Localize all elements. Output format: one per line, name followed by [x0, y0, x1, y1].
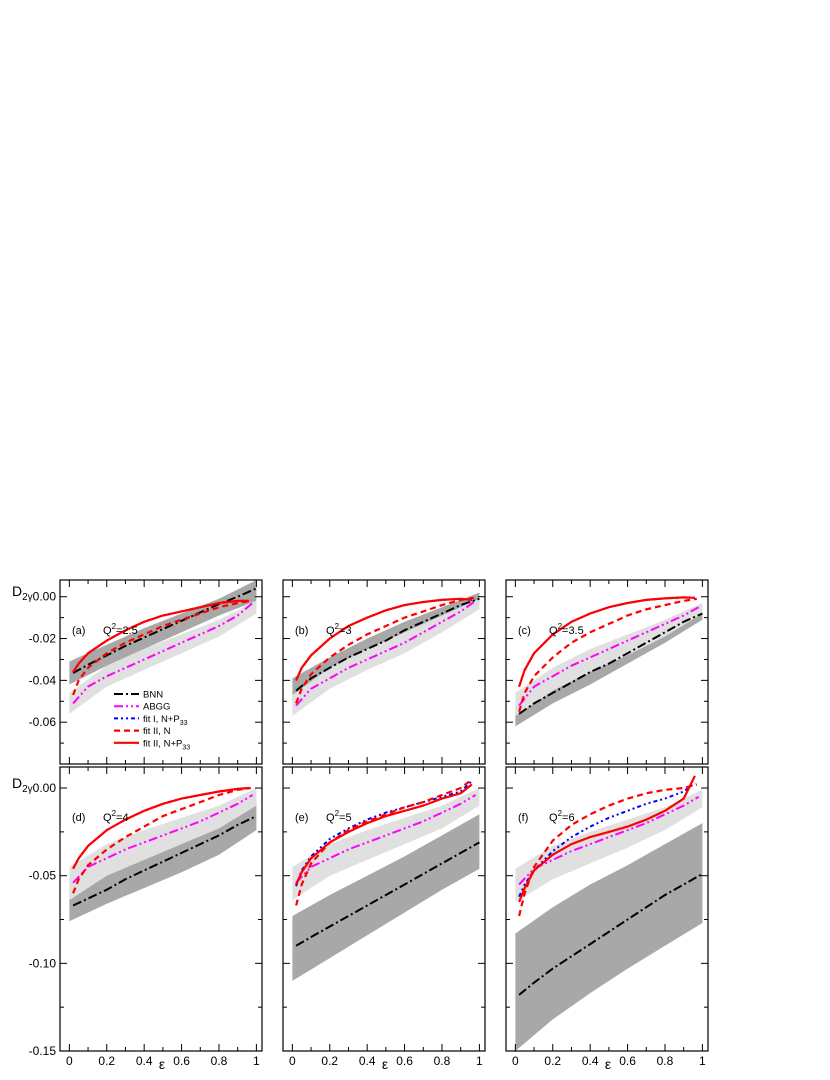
x-tick-label: 0	[66, 1054, 73, 1068]
series-line-bnn	[295, 841, 480, 947]
plot-area	[69, 786, 257, 922]
x-tick-label: 1	[699, 1054, 706, 1068]
x-tick-label: 0	[512, 1054, 519, 1068]
q2-label: Q2=4	[103, 809, 129, 824]
panel-frame	[59, 766, 263, 1052]
panel-frame	[282, 766, 486, 1052]
x-tick-label: 0.8	[657, 1054, 674, 1068]
x-tick-label: 0.4	[582, 1054, 599, 1068]
x-tick-label: 0.2	[98, 1054, 115, 1068]
series-line-fitiin	[295, 780, 471, 906]
y-tick-label: -0.05	[29, 869, 57, 883]
series-line-fitiin	[295, 596, 474, 704]
abgg-uncertainty-band	[292, 788, 480, 901]
abgg-uncertainty-band	[515, 603, 703, 716]
panel-frame	[282, 579, 486, 765]
series-line-abgg	[72, 794, 254, 884]
x-tick-label: 0.4	[136, 1054, 153, 1068]
plot-area	[292, 780, 480, 981]
panel-d: 0 0.2 0.4 0.6 0.8 1 -0.15 -0.10 -0.05 0.00 (d) Q2=4	[29, 766, 263, 1068]
panel-f: 0 0.2 0.4 0.6 0.8 1 (f) Q2=6	[505, 766, 709, 1068]
y-axis-title-row2: D2γ	[12, 775, 33, 795]
y-tick-label: -0.02	[29, 632, 57, 646]
x-tick-label: 0.2	[321, 1054, 338, 1068]
x-tick-label: 0.2	[544, 1054, 561, 1068]
series-line-fitiinp33	[72, 786, 249, 870]
panel-letter: (a)	[72, 625, 85, 637]
x-tick-label: 0	[289, 1054, 296, 1068]
series-line-abgg	[518, 606, 700, 707]
plot-area	[69, 580, 257, 714]
legend-label: fit I, N+P33	[143, 714, 188, 727]
x-tick-label: 0.6	[173, 1054, 190, 1068]
series-line-fitiin	[518, 597, 697, 713]
bnn-uncertainty-band	[69, 800, 257, 922]
y-tick-label: 0.00	[33, 590, 57, 604]
x-axis-title-col2: ε	[382, 1056, 388, 1072]
bnn-uncertainty-band	[292, 814, 480, 981]
panel-e: 0 0.2 0.4 0.6 0.8 1 (e) Q2=5	[282, 766, 486, 1068]
bnn-uncertainty-band	[515, 823, 703, 1051]
y-tick-label: -0.04	[29, 673, 57, 687]
y-tick-label: -0.06	[29, 715, 57, 729]
x-axis-title-col3: ε	[605, 1056, 611, 1072]
series-line-fitiinp33	[295, 783, 473, 885]
series-line-abgg	[295, 600, 477, 707]
x-tick-label: 0.8	[211, 1054, 228, 1068]
series-line-bnn	[518, 612, 703, 715]
series-line-abgg	[295, 794, 477, 884]
series-line-fitiinp33	[72, 599, 249, 673]
x-tick-label: 0.4	[359, 1054, 376, 1068]
x-axis-title-col1: ε	[159, 1056, 165, 1072]
abgg-uncertainty-band	[515, 789, 703, 902]
series-line-fitiinp33	[518, 596, 695, 687]
panel-frame	[59, 579, 263, 765]
x-tick-label: 0.8	[434, 1054, 451, 1068]
legend-label: BNN	[143, 690, 163, 701]
abgg-uncertainty-band	[69, 788, 257, 901]
panel-letter: (b)	[295, 625, 308, 637]
series-line-fitiin	[518, 783, 698, 917]
series-line-bnn	[72, 815, 257, 907]
panel-b: (b) Q2=3	[282, 579, 486, 765]
panel-c: (c) Q2=3.5	[505, 579, 709, 765]
series-line-bnn	[518, 873, 703, 996]
x-tick-label: 0.6	[396, 1054, 413, 1068]
panel-letter: (e)	[295, 812, 308, 824]
plot-area	[515, 596, 703, 727]
panel-frame	[505, 579, 709, 765]
series-line-bnn	[295, 597, 480, 692]
x-tick-label: 1	[476, 1054, 483, 1068]
plot-area	[292, 592, 480, 716]
series-line-abgg	[518, 795, 700, 886]
q2-label: Q2=3.5	[549, 622, 584, 637]
y-tick-label: -0.10	[29, 956, 57, 970]
series-line-abgg	[72, 602, 254, 705]
q2-label: Q2=6	[549, 809, 575, 824]
panel-frame	[505, 766, 709, 1052]
series-line-fitiinp33	[295, 597, 473, 681]
series-line-fitiin	[72, 786, 251, 894]
y-tick-label: 0.00	[33, 781, 57, 795]
y-axis-title-row1: D2γ	[12, 583, 33, 603]
panel-letter: (d)	[72, 812, 85, 824]
q2-label: Q2=2.5	[103, 622, 138, 637]
x-tick-label: 1	[253, 1054, 260, 1068]
panel-letter: (f)	[518, 812, 528, 824]
q2-label: Q2=3	[326, 622, 352, 637]
legend-label: fit II, N+P33	[143, 738, 190, 751]
q2-label: Q2=5	[326, 809, 352, 824]
series-line-fitiinp33	[518, 775, 696, 903]
panel-letter: (c)	[518, 625, 531, 637]
plot-area	[515, 775, 703, 1051]
legend-label: fit II, N	[143, 726, 171, 737]
legend-label: ABGG	[143, 702, 170, 713]
x-tick-label: 0.6	[619, 1054, 636, 1068]
panel-a: -0.06 -0.04 -0.02 0.00 (a) Q2=2.5	[29, 579, 263, 765]
y-tick-label: -0.15	[29, 1044, 57, 1058]
